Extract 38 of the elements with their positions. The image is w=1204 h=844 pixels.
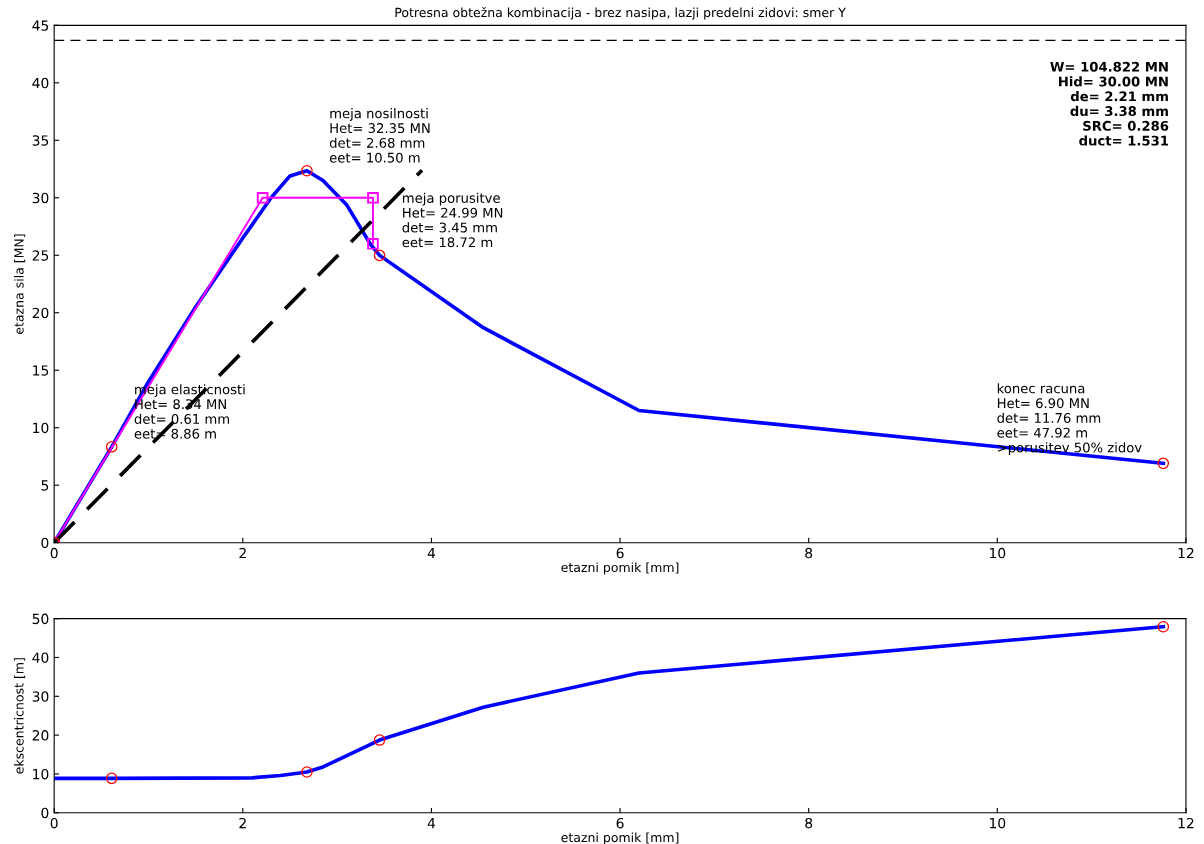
x-tick-label: 12 bbox=[1178, 547, 1194, 559]
y-tick-label: 20 bbox=[32, 730, 49, 741]
y-tick-label: 5 bbox=[41, 480, 49, 491]
y-tick-label: 35 bbox=[32, 135, 49, 146]
annotation: meja porusitve Het= 24.99 MN det= 3.45 mm eet= 18.72 m bbox=[402, 192, 503, 248]
x-tick-label: 6 bbox=[616, 817, 624, 829]
y-tick-label: 10 bbox=[33, 768, 49, 780]
x-tick-label: 8 bbox=[805, 817, 813, 829]
x-tick-label: 0 bbox=[50, 547, 58, 559]
y-axis-title: ekscentricnost [m] bbox=[13, 658, 26, 774]
x-axis-title: etazni pomik [mm] bbox=[561, 562, 679, 575]
x-tick-label: 8 bbox=[805, 547, 813, 559]
x-tick-label: 6 bbox=[616, 547, 624, 559]
y-tick-label: 40 bbox=[32, 652, 49, 663]
x-tick-label: 2 bbox=[239, 547, 246, 559]
y-tick-label: 30 bbox=[32, 192, 49, 204]
x-tick-label: 4 bbox=[427, 547, 436, 559]
annotation: W= 104.822 MN Hid= 30.00 MN de= 2.21 mm du= 3.38 mm SRC= 0.286 duct= 1.531 bbox=[1050, 61, 1169, 146]
y-tick-label: 0 bbox=[41, 537, 49, 549]
x-tick-label: 10 bbox=[990, 547, 1006, 559]
y-tick-label: 50 bbox=[32, 613, 49, 625]
y-tick-label: 40 bbox=[32, 77, 49, 89]
y-tick-label: 10 bbox=[33, 422, 49, 434]
chart-title: Potresna obtežna kombinacija - brez nasipa, lazji predelni zidovi: smer Y bbox=[395, 6, 846, 20]
x-tick-label: 10 bbox=[990, 817, 1006, 829]
y-tick-label: 30 bbox=[32, 691, 49, 702]
y-tick-label: 20 bbox=[32, 307, 49, 319]
y-tick-label: 0 bbox=[41, 807, 49, 819]
x-tick-label: 12 bbox=[1178, 817, 1194, 829]
y-tick-label: 15 bbox=[33, 365, 49, 376]
y-tick-label: 45 bbox=[32, 20, 49, 31]
x-tick-label: 2 bbox=[239, 817, 246, 829]
x-tick-label: 0 bbox=[50, 817, 58, 829]
y-tick-label: 25 bbox=[32, 250, 49, 261]
x-axis-title: etazni pomik [mm] bbox=[561, 832, 679, 844]
annotation: meja nosilnosti Het= 32.35 MN det= 2.68 mm eet= 10.50 m bbox=[329, 108, 430, 163]
y-axis-title: etazna sila [MN] bbox=[13, 234, 26, 334]
x-tick-label: 4 bbox=[427, 818, 436, 829]
